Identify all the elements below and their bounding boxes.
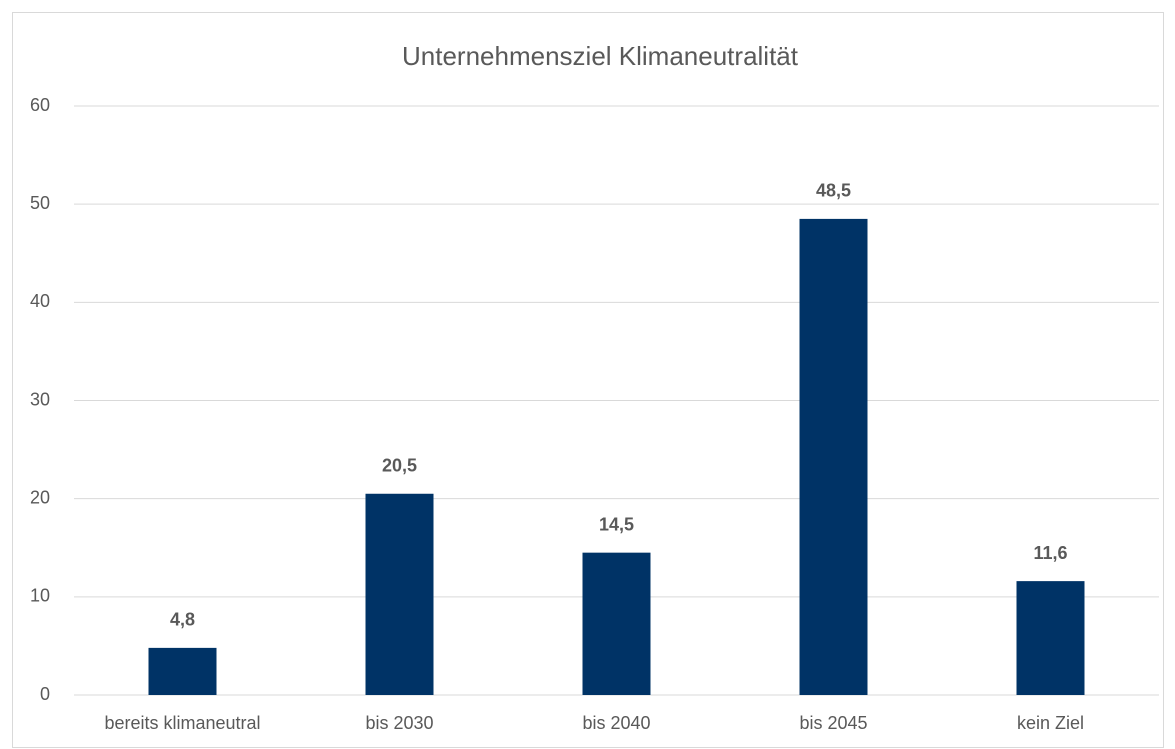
bar [799, 218, 868, 695]
bar [582, 552, 651, 695]
y-tick-label: 0 [40, 684, 50, 704]
data-label: 11,6 [1033, 543, 1067, 563]
y-tick-label: 60 [30, 95, 50, 115]
y-tick-label: 30 [30, 389, 50, 409]
x-tick-label: bis 2040 [582, 713, 650, 733]
bar [1016, 581, 1085, 695]
y-tick-label: 10 [30, 586, 50, 606]
y-tick-label: 20 [30, 487, 50, 507]
chart-title: Unternehmensziel Klimaneutralität [402, 41, 799, 71]
y-tick-label: 50 [30, 193, 50, 213]
x-tick-label: bis 2030 [365, 713, 433, 733]
x-tick-label: bereits klimaneutral [104, 713, 260, 733]
data-label: 20,5 [382, 456, 417, 476]
x-tick-label: kein Ziel [1017, 713, 1084, 733]
data-label: 4,8 [170, 610, 195, 630]
x-tick-label: bis 2045 [799, 713, 867, 733]
bar [365, 493, 434, 695]
data-label: 14,5 [599, 514, 634, 534]
y-tick-label: 40 [30, 291, 50, 311]
bar [148, 647, 217, 695]
data-label: 48,5 [816, 181, 851, 201]
